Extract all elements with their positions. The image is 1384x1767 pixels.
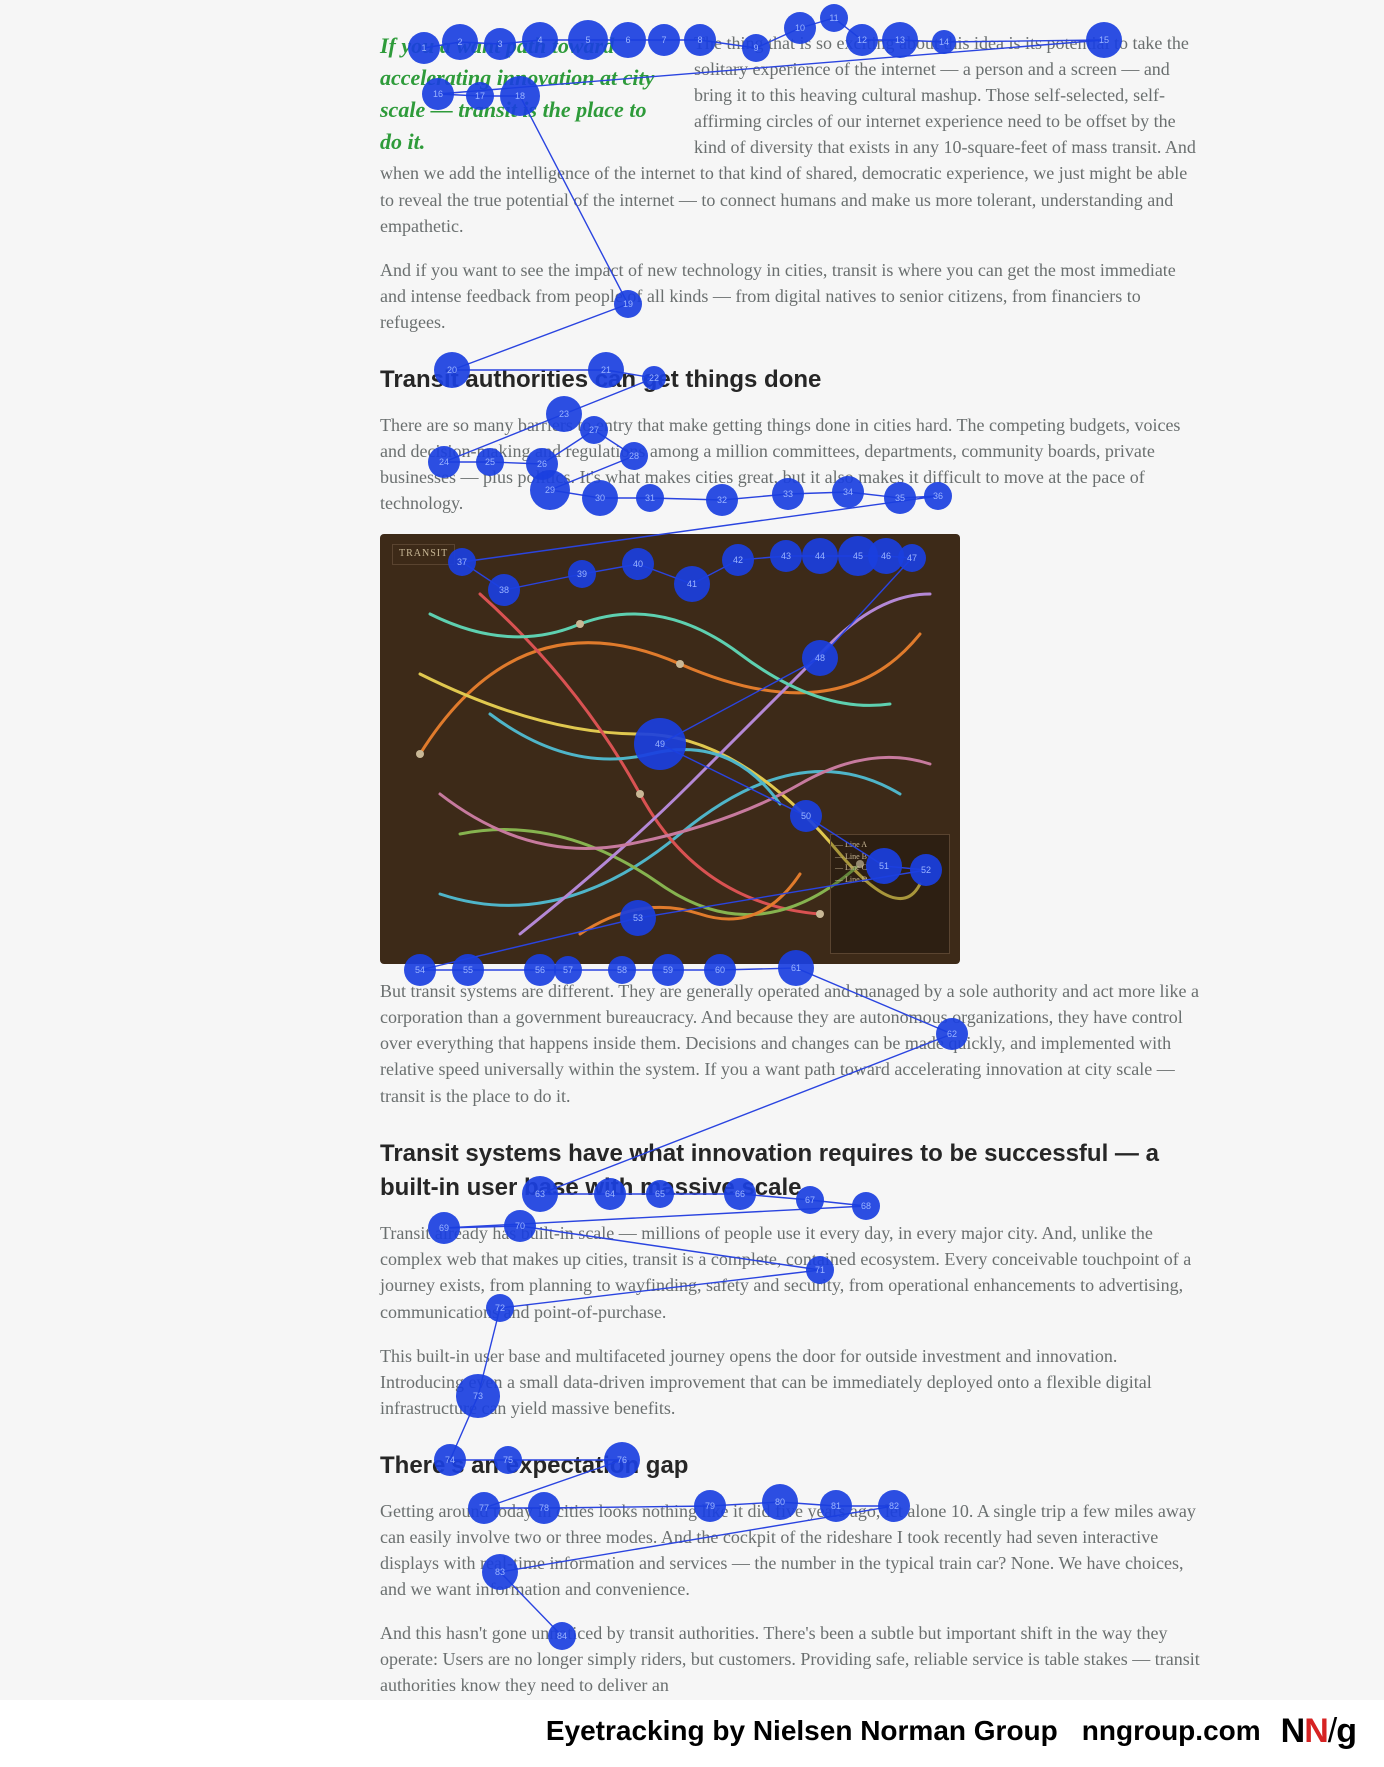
- heading-transit-done: Transit authorities can get things done: [380, 363, 1200, 398]
- paragraph-5: Transit already has built-in scale — mil…: [380, 1220, 1200, 1324]
- footer-url[interactable]: nngroup.com: [1082, 1715, 1261, 1747]
- logo-n2: N: [1304, 1712, 1328, 1750]
- footer-credit-bar: Eyetracking by Nielsen Norman Group nngr…: [0, 1700, 1384, 1762]
- logo-n1: N: [1281, 1712, 1305, 1750]
- pullquote: If you a want path toward accelerating i…: [380, 30, 670, 158]
- paragraph-6: This built-in user base and multifaceted…: [380, 1343, 1200, 1421]
- footer-credit-text: Eyetracking by Nielsen Norman Group: [546, 1715, 1058, 1747]
- logo-g: g: [1336, 1712, 1356, 1750]
- heading-gap: There's an expectation gap: [380, 1449, 1200, 1484]
- paragraph-8: And this hasn't gone unnoticed by transi…: [380, 1620, 1200, 1698]
- paragraph-4: But transit systems are different. They …: [380, 978, 1200, 1108]
- paragraph-7: Getting around today in cities looks not…: [380, 1498, 1200, 1602]
- heading-scale: Transit systems have what innovation req…: [380, 1137, 1200, 1207]
- transit-map-image: TRANSIT — Line A— Line B— Line C—: [380, 534, 960, 964]
- article-body: If you a want path toward accelerating i…: [380, 30, 1200, 1716]
- map-legend: — Line A— Line B— Line C— Line D: [830, 834, 950, 954]
- nng-logo: NN/g: [1281, 1712, 1356, 1751]
- paragraph-3: There are so many barriers to entry that…: [380, 412, 1200, 516]
- logo-slash: /: [1328, 1712, 1336, 1750]
- paragraph-2: And if you want to see the impact of new…: [380, 257, 1200, 335]
